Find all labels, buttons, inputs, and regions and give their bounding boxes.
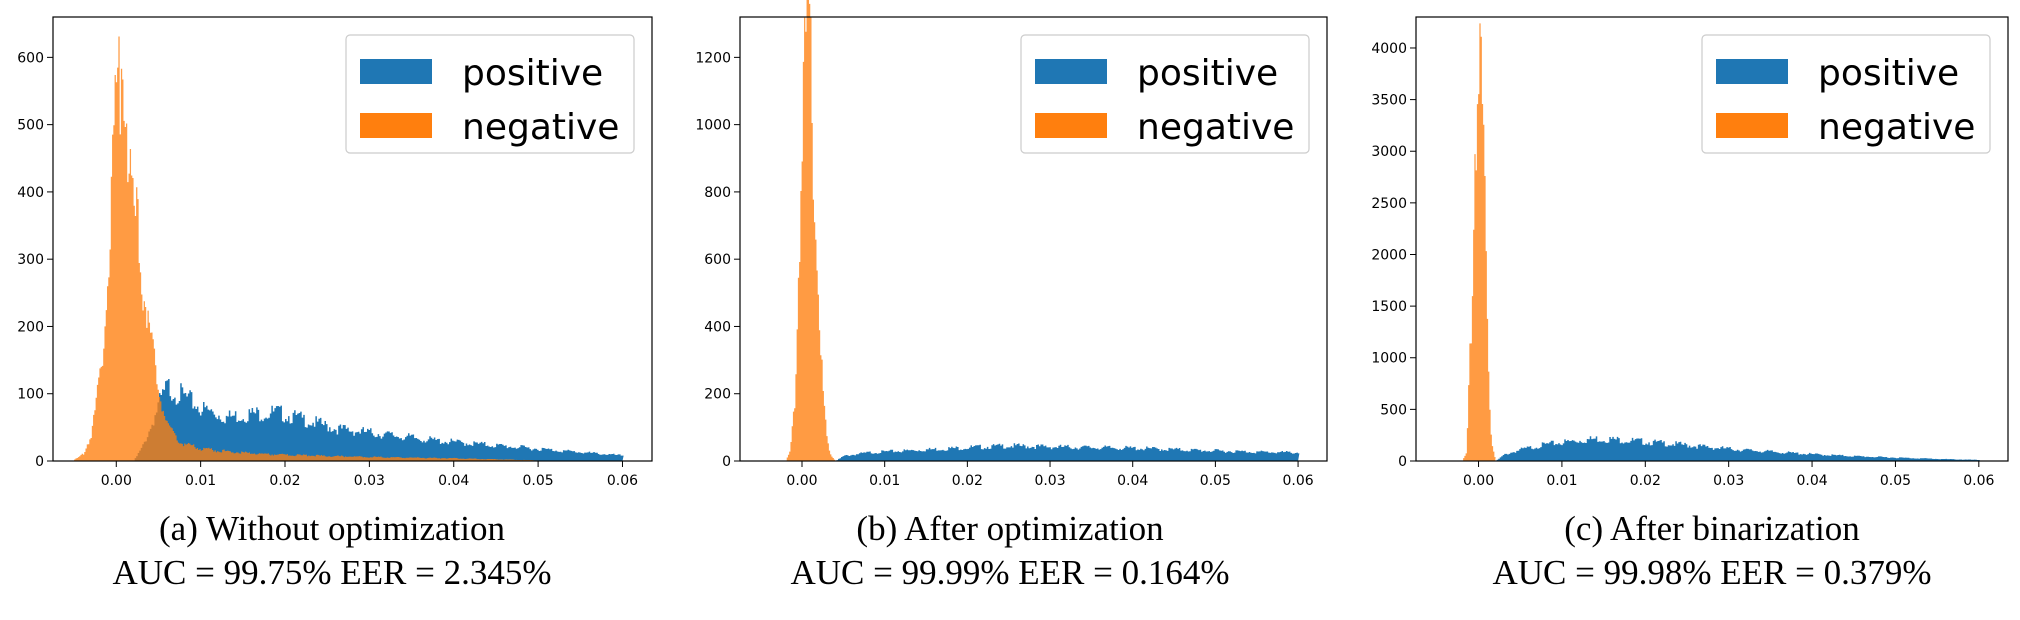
legend-label-positive: positive [462, 53, 603, 94]
y-tick-label: 500 [17, 118, 44, 134]
x-tick-label: 0.01 [1546, 473, 1577, 489]
x-tick-label: 0.00 [1463, 473, 1494, 489]
caption-metrics: AUC = 99.75% EER = 2.345% [112, 553, 551, 592]
x-tick-label: 0.03 [1713, 473, 1744, 489]
caption-title-text: After binarization [1610, 509, 1860, 548]
y-tick-label: 1200 [695, 50, 731, 66]
legend-label-negative: negative [1137, 107, 1294, 148]
legend-swatch-negative [360, 113, 432, 138]
y-tick-label: 1000 [695, 118, 731, 134]
x-tick-label: 0.04 [1796, 473, 1827, 489]
legend-label-positive: positive [1818, 53, 1959, 94]
y-tick-label: 4000 [1371, 41, 1407, 57]
caption-label: (a) [159, 509, 198, 548]
y-tick-label: 3500 [1371, 93, 1407, 109]
legend: positive negative [1020, 34, 1310, 154]
caption-title: (a) Without optimization [159, 509, 505, 548]
x-tick-label: 0.06 [1963, 473, 1994, 489]
negative-histogram [785, 0, 837, 461]
y-tick-label: 200 [704, 387, 731, 403]
legend-swatch-negative [1035, 113, 1107, 138]
y-tick-label: 1500 [1371, 299, 1407, 315]
axes-frame [1415, 16, 2009, 462]
caption-metrics: AUC = 99.98% EER = 0.379% [1492, 553, 1931, 592]
x-tick-label: 0.06 [1282, 473, 1313, 489]
x-tick-label: 0.03 [354, 473, 385, 489]
x-tick-label: 0.02 [1630, 473, 1661, 489]
x-tick-label: 0.02 [269, 473, 300, 489]
x-tick-label: 0.02 [952, 473, 983, 489]
x-tick-label: 0.01 [185, 473, 216, 489]
x-tick-label: 0.00 [786, 473, 817, 489]
y-tick-label: 200 [17, 319, 44, 335]
x-tick-label: 0.05 [1200, 473, 1231, 489]
x-tick-label: 0.00 [101, 473, 132, 489]
caption-title-text: After optimization [904, 509, 1164, 548]
panel-a: 0.00 0.01 0.02 0.03 0.04 0.05 0.06 0 100 200 300 40… [17, 16, 653, 592]
negative-histogram [1461, 23, 1496, 461]
y-tick-label: 3000 [1371, 144, 1407, 160]
axes-frame [52, 16, 653, 462]
legend-label-negative: negative [1818, 107, 1975, 148]
negative-histogram [74, 36, 539, 462]
y-tick-label: 0 [35, 454, 44, 470]
caption-title-text: Without optimization [206, 509, 505, 548]
caption-label: (b) [856, 509, 897, 548]
y-tick-label: 600 [704, 252, 731, 268]
x-tick-label: 0.05 [523, 473, 554, 489]
x-tick-label: 0.05 [1880, 473, 1911, 489]
x-tick-label: 0.03 [1034, 473, 1065, 489]
y-tick-label: 0 [722, 454, 731, 470]
y-tick-label: 400 [17, 185, 44, 201]
legend-swatch-positive [1716, 59, 1788, 84]
y-tick-label: 1000 [1371, 351, 1407, 367]
caption-title: (b) After optimization [856, 509, 1163, 548]
x-tick-label: 0.06 [607, 473, 638, 489]
y-tick-label: 500 [1380, 402, 1407, 418]
legend-swatch-negative [1716, 113, 1788, 138]
legend: positive negative [345, 34, 635, 154]
legend-label-positive: positive [1137, 53, 1278, 94]
caption-title: (c) After binarization [1564, 509, 1859, 548]
panel-c: 0.00 0.01 0.02 0.03 0.04 0.05 0.06 0 500 1000 1500… [1371, 16, 2009, 592]
x-tick-label: 0.04 [1117, 473, 1148, 489]
y-tick-label: 600 [17, 50, 44, 66]
legend-label-negative: negative [462, 107, 619, 148]
x-tick-label: 0.01 [869, 473, 900, 489]
legend: positive negative [1701, 34, 1991, 154]
y-tick-label: 300 [17, 252, 44, 268]
positive-histogram [835, 443, 1300, 461]
y-tick-label: 0 [1398, 454, 1407, 470]
caption-metrics: AUC = 99.99% EER = 0.164% [790, 553, 1229, 592]
legend-swatch-positive [360, 59, 432, 84]
axes-frame [739, 16, 1328, 462]
y-tick-label: 400 [704, 319, 731, 335]
positive-histogram [133, 378, 624, 461]
panel-b: 0.00 0.01 0.02 0.03 0.04 0.05 0.06 0 200 400 600 80… [695, 0, 1328, 592]
y-tick-label: 100 [17, 387, 44, 403]
y-tick-label: 2500 [1371, 196, 1407, 212]
legend-swatch-positive [1035, 59, 1107, 84]
y-tick-label: 800 [704, 185, 731, 201]
caption-label: (c) [1564, 509, 1603, 548]
positive-histogram [1495, 436, 1980, 461]
y-tick-label: 2000 [1371, 247, 1407, 263]
x-tick-label: 0.04 [438, 473, 469, 489]
